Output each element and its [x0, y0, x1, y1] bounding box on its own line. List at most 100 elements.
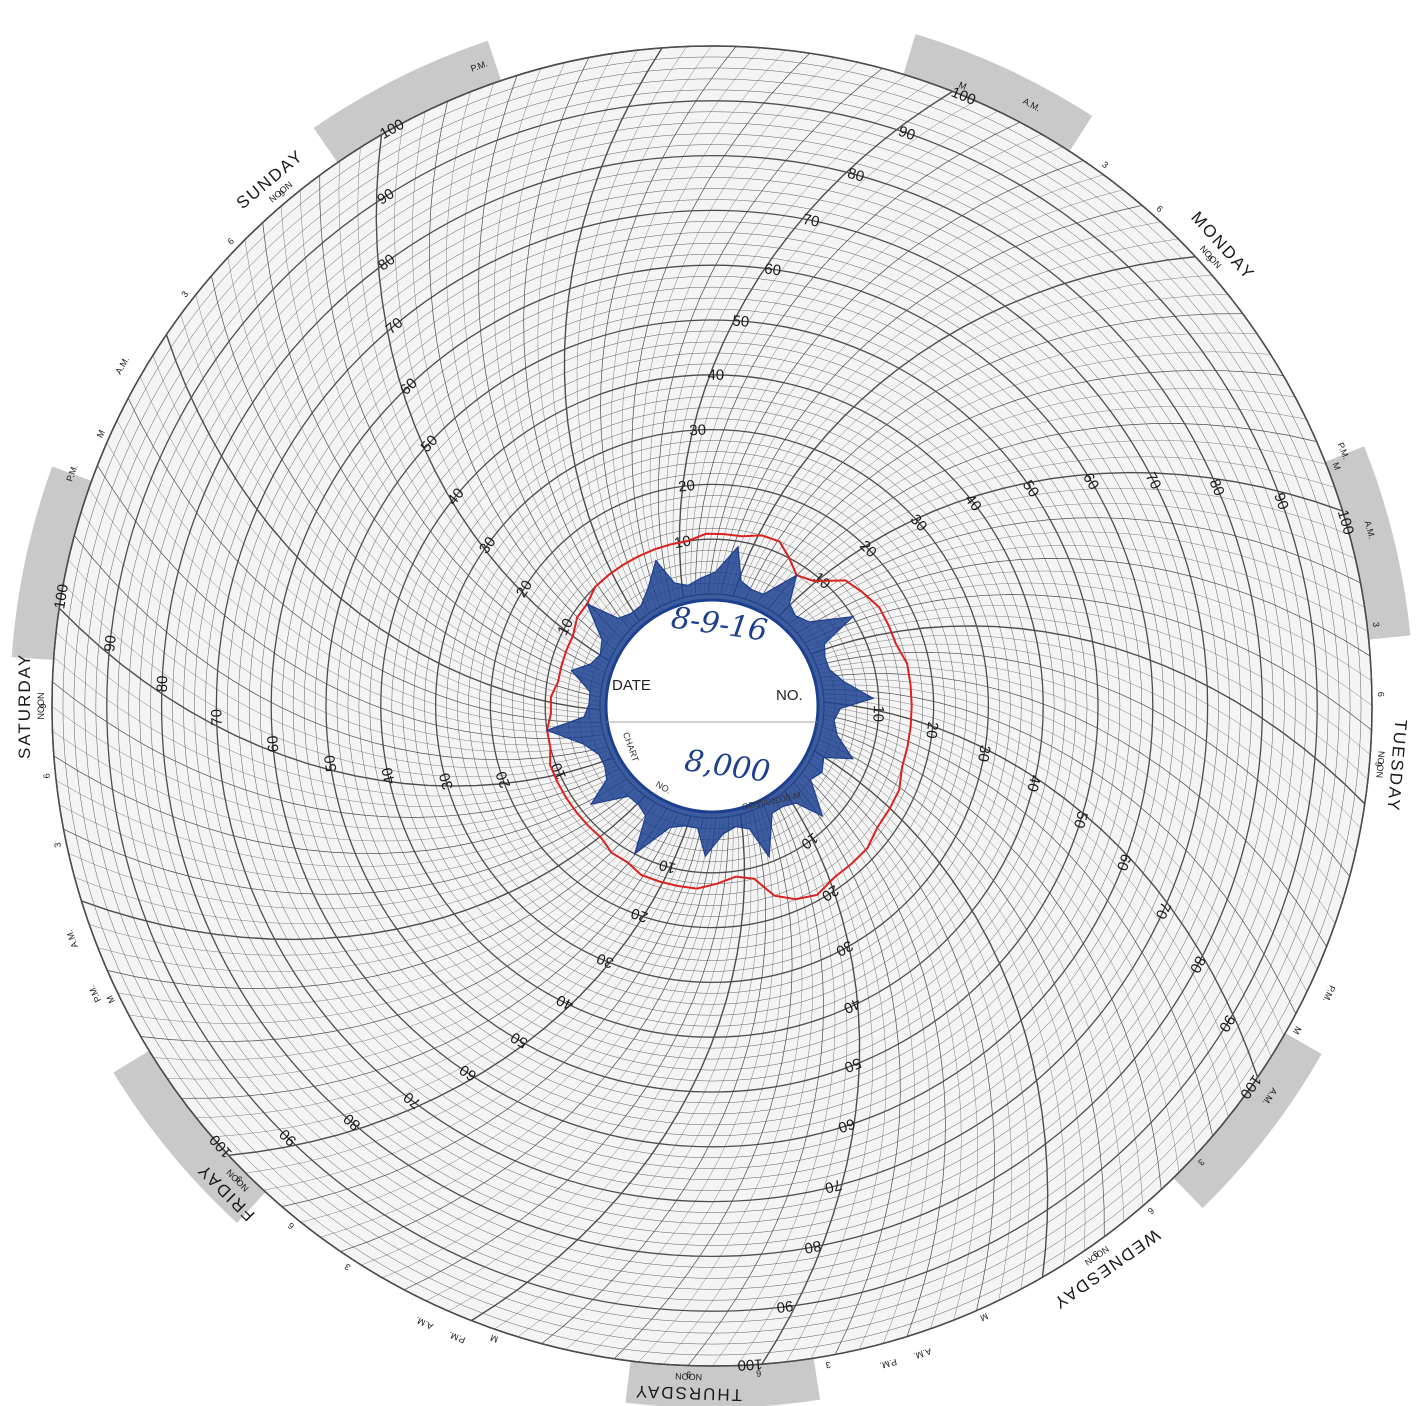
grid-ring-94 [84, 78, 1340, 1334]
scale-label-0-90: 90 [374, 185, 397, 208]
center-disc [604, 598, 820, 814]
grid-ring-68 [227, 221, 1197, 1191]
day-label-tuesday: TUESDAY [1383, 719, 1410, 813]
time-arc-144 [81, 795, 646, 941]
time-arc-58 [771, 440, 1327, 612]
time-arc-163 [106, 442, 603, 733]
time-arc-140 [117, 804, 660, 1006]
time-arc-5 [244, 239, 602, 690]
center-label-area: DATE NO. 8-9-16 8,000 GD3V01000-M CHART … [604, 598, 820, 814]
scale-label-3-50: 50 [1070, 809, 1091, 830]
time-arc-79 [821, 679, 1318, 970]
time-arc-123 [403, 816, 729, 1291]
grid-ring-84 [139, 133, 1285, 1279]
pm-label-4: P.M. [447, 1330, 467, 1346]
time-arc-154 [53, 657, 618, 807]
time-arc-19 [494, 68, 625, 637]
am-label-2: A.M. [1363, 520, 1377, 540]
time-arc-60 [778, 471, 1343, 617]
time-arc-39 [695, 121, 1021, 596]
time-arc-43 [712, 174, 1104, 595]
time-arc-109 [737, 793, 848, 1366]
time-arc-122 [426, 816, 734, 1302]
time-arc-52 [749, 332, 1258, 601]
time-arc-134 [196, 814, 683, 1119]
time-arc-102 [801, 772, 946, 1337]
grid-ring-48 [336, 330, 1088, 1082]
time-arc-1 [180, 314, 601, 706]
time-arc-120 [471, 814, 746, 1322]
scale-label-0-30: 30 [476, 534, 500, 557]
grid-ring-32 [424, 418, 1000, 994]
time-arc-46 [724, 221, 1161, 595]
time-arc-53 [753, 351, 1271, 602]
hour-label-3-6: 6 [1146, 1205, 1156, 1216]
time-arc-101 [804, 769, 962, 1329]
scale-label-0-40: 40 [444, 485, 468, 509]
hour-label-5-3: 3 [343, 1262, 353, 1273]
time-arc-131 [245, 816, 696, 1174]
time-arc-61 [781, 488, 1350, 619]
time-arc-42 [707, 160, 1084, 595]
scale-label-1-40: 40 [707, 367, 724, 384]
time-arc-89 [822, 722, 1180, 1173]
hour-label-2-9: 9 [1373, 761, 1383, 767]
day-band-2 [903, 34, 1093, 152]
midnight-label-2: M [1331, 461, 1343, 472]
time-arc-110 [712, 796, 836, 1367]
time-arc-82 [823, 693, 1284, 1036]
time-arc-3 [211, 275, 601, 698]
day-bands [11, 34, 1411, 1406]
time-arc-0 [165, 334, 601, 711]
hour-label-1-9: 9 [1204, 253, 1215, 263]
hour-label-3-9: 9 [1091, 1248, 1101, 1259]
time-arc-96 [814, 750, 1049, 1278]
grid-ring-26 [457, 451, 967, 961]
time-arc-41 [703, 146, 1063, 595]
time-arc-56 [764, 406, 1307, 608]
time-arc-99 [808, 761, 995, 1311]
scale-label-5-20: 20 [629, 904, 650, 926]
grid-ring-62 [260, 254, 1164, 1158]
grid-ring-34 [413, 407, 1011, 1005]
hour-label-2-3: 3 [1371, 621, 1382, 627]
time-arc-22 [537, 53, 634, 627]
grid-ring-100 [51, 45, 1373, 1367]
noon-label-2: NOON [1374, 751, 1386, 779]
time-arc-157 [63, 583, 612, 777]
time-arc-105 [793, 782, 901, 1355]
chart-grid [51, 45, 1373, 1367]
time-arc-112 [663, 800, 813, 1365]
grid-ring-72 [205, 199, 1219, 1213]
time-arc-135 [181, 812, 680, 1099]
time-arc-45 [720, 205, 1143, 595]
scale-label-4-90: 90 [776, 1297, 795, 1316]
time-arc-63 [788, 517, 1361, 625]
scale-label-6-60: 60 [264, 735, 282, 753]
time-arc-130 [263, 817, 700, 1191]
grid-ring-82 [150, 144, 1274, 1268]
grid-ring-64 [249, 243, 1175, 1169]
grid-ring-46 [347, 341, 1077, 1071]
scale-label-6-30: 30 [436, 771, 457, 792]
scale-label-4-80: 80 [803, 1237, 823, 1257]
grid-ring-80 [160, 154, 1264, 1258]
time-arc-151 [52, 731, 625, 842]
scale-label-2-90: 90 [1270, 491, 1292, 512]
time-arc-129 [281, 817, 704, 1207]
time-arc-91 [821, 731, 1144, 1206]
time-arc-92 [820, 735, 1125, 1222]
time-arc-81 [822, 689, 1297, 1015]
scale-label-5-30: 30 [594, 949, 616, 971]
time-arc-167 [152, 355, 601, 715]
time-arc-47 [728, 238, 1179, 596]
day-band-3 [1325, 446, 1411, 640]
grid-ring-22 [479, 473, 945, 939]
time-arc-113 [638, 803, 803, 1363]
time-arc-18 [478, 75, 623, 640]
grid-ring-44 [358, 352, 1066, 1060]
hour-label-6-3: 3 [52, 842, 63, 849]
scale-label-4-50: 50 [842, 1054, 864, 1076]
trace-red [545, 532, 913, 901]
time-arc-76 [817, 659, 1343, 901]
